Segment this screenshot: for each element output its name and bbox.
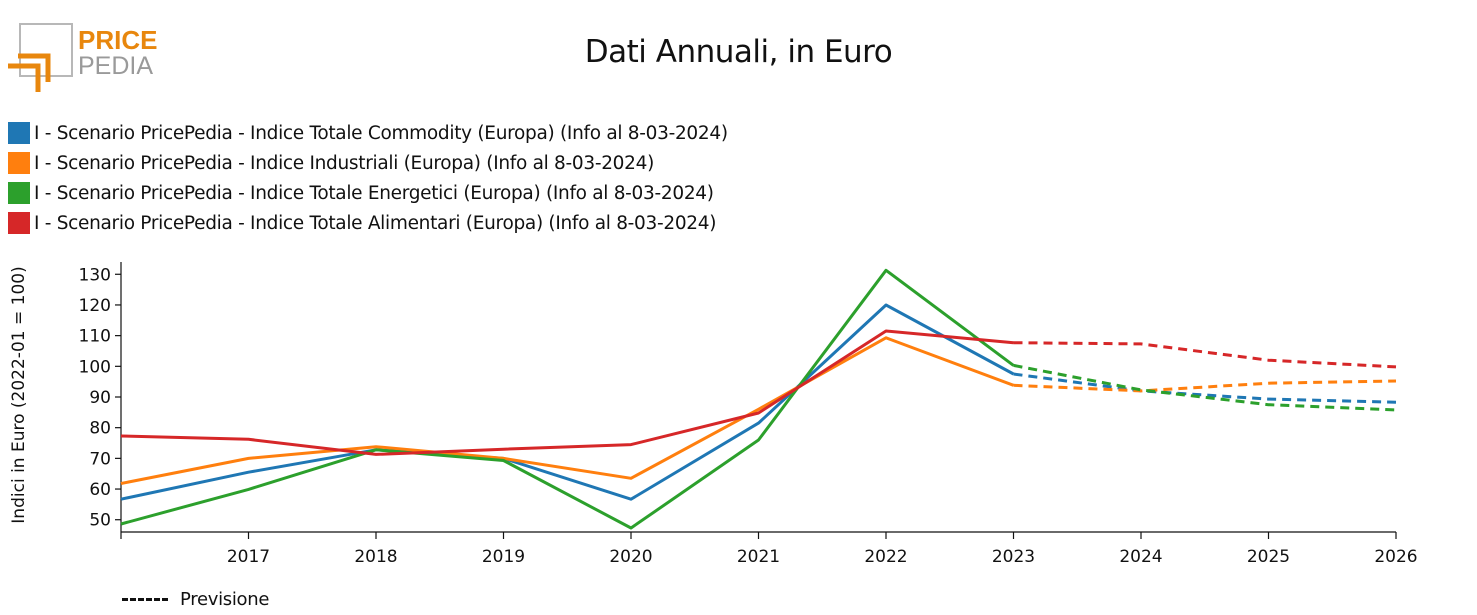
- chart-title: Dati Annuali, in Euro: [584, 34, 893, 70]
- y-tick-label: 60: [89, 480, 111, 500]
- logo-text-top: PRICE: [78, 25, 157, 55]
- y-tick-label: 90: [89, 388, 111, 408]
- series-forecast-line-2: [1013, 379, 1397, 393]
- series-forecast-line-1: [1013, 372, 1397, 404]
- series-forecast-line-3: [1013, 363, 1397, 412]
- legend-swatch: [8, 182, 30, 204]
- forecast-dash-sample: [122, 598, 168, 601]
- pricepedia-logo: PRICE PEDIA: [8, 23, 157, 92]
- legend-swatch: [8, 212, 30, 234]
- x-tick-label: 2022: [864, 547, 907, 567]
- x-tick-label: 2025: [1247, 547, 1290, 567]
- legend-item[interactable]: I - Scenario PricePedia - Indice Totale …: [8, 208, 728, 238]
- x-tick-label: 2019: [482, 547, 525, 567]
- series-forecast-line-4: [1013, 341, 1397, 369]
- x-tick-label: 2026: [1374, 547, 1417, 567]
- y-tick-label: 130: [79, 265, 111, 285]
- legend: I - Scenario PricePedia - Indice Totale …: [8, 118, 728, 238]
- y-tick-label: 80: [89, 419, 111, 439]
- y-axis-title: Indici in Euro (2022-01 = 100): [9, 266, 29, 523]
- legend-label: I - Scenario PricePedia - Indice Industr…: [34, 152, 655, 174]
- x-tick-label: 2024: [1119, 547, 1162, 567]
- series-line-3: [120, 268, 1015, 530]
- legend-item[interactable]: I - Scenario PricePedia - Indice Totale …: [8, 178, 728, 208]
- y-tick-label: 110: [79, 327, 111, 347]
- legend-label: I - Scenario PricePedia - Indice Totale …: [34, 122, 728, 144]
- y-tick-label: 120: [79, 296, 111, 316]
- logo-text-bottom: PEDIA: [78, 52, 153, 80]
- y-tick-label: 50: [89, 511, 111, 531]
- legend-label: I - Scenario PricePedia - Indice Totale …: [34, 182, 714, 204]
- y-tick-label: 100: [79, 357, 111, 377]
- x-tick-label: 2020: [609, 547, 652, 567]
- series-line-4: [120, 329, 1014, 456]
- legend-label: I - Scenario PricePedia - Indice Totale …: [34, 212, 717, 234]
- series-line-2: [120, 336, 1015, 485]
- x-tick-label: 2018: [354, 547, 397, 567]
- series-line-1: [120, 303, 1015, 501]
- forecast-label: Previsione: [180, 589, 270, 610]
- legend-swatch: [8, 152, 30, 174]
- legend-item[interactable]: I - Scenario PricePedia - Indice Industr…: [8, 148, 728, 178]
- x-tick-label: 2023: [992, 547, 1035, 567]
- legend-item[interactable]: I - Scenario PricePedia - Indice Totale …: [8, 118, 728, 148]
- legend-swatch: [8, 122, 30, 144]
- x-tick-label: 2021: [737, 547, 780, 567]
- forecast-legend: Previsione: [122, 589, 269, 610]
- y-tick-label: 70: [89, 449, 111, 469]
- x-tick-label: 2017: [227, 547, 270, 567]
